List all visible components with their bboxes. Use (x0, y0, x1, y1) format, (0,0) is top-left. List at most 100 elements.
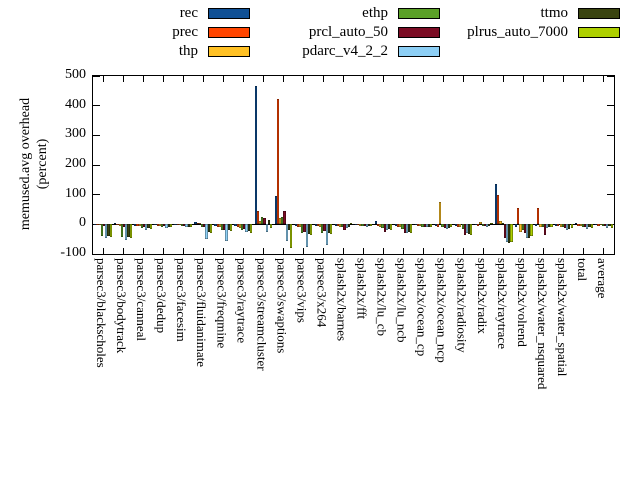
x-tick-top (222, 76, 224, 82)
x-category-label: parsec3/bodytrack (114, 258, 130, 354)
bar-prcl_auto_50 (103, 224, 106, 227)
bar-ttmo (107, 224, 110, 237)
legend-swatch-prcl_auto_50 (398, 27, 440, 38)
bar-prec (537, 208, 540, 225)
x-category-label: parsec3/dedup (154, 258, 170, 334)
x-tick-top (383, 76, 385, 82)
x-category-label: splash2x/raytrace (494, 258, 510, 349)
bar-prcl_auto_50 (323, 224, 326, 231)
chart-legend: rec prec thp ethp prcl_auto_50 pdarc_v4_2_2 tt… (0, 4, 640, 66)
bar-plrus_auto_7000 (289, 224, 293, 249)
bar-prec (457, 224, 460, 227)
bar-ethp (561, 224, 564, 228)
bar-prcl_auto_50 (563, 224, 567, 228)
bar-ttmo (508, 224, 511, 243)
bar-pdarc_v4_2_2 (105, 224, 108, 238)
bar-rec (94, 224, 97, 226)
bar-rec (234, 224, 237, 226)
x-tick-bottom (423, 248, 425, 254)
x-category-label: splash2x/water_spatial (554, 258, 570, 377)
bar-rec (434, 224, 438, 226)
legend-entry: prec (40, 23, 250, 42)
bar-thp (599, 224, 602, 226)
bar-pdarc_v4_2_2 (165, 224, 168, 229)
x-tick-bottom (282, 248, 284, 254)
legend-swatch-ttmo (578, 8, 620, 19)
bar-rec (274, 196, 277, 225)
bar-pdarc_v4_2_2 (546, 224, 549, 228)
bar-thp (559, 224, 562, 227)
bar-prec (577, 224, 580, 226)
bar-ethp (341, 224, 344, 228)
x-tick-top (483, 76, 485, 82)
bar-prec (196, 222, 199, 225)
bar-prec (437, 224, 440, 227)
y-tick-right (607, 75, 614, 77)
bar-ttmo (367, 224, 371, 226)
x-tick-top (363, 76, 365, 82)
bar-thp (499, 221, 502, 225)
bar-thp (419, 224, 422, 227)
bar-thp (399, 224, 402, 228)
bar-rec (474, 224, 478, 226)
x-tick-top (162, 76, 164, 82)
x-tick-top (322, 76, 324, 82)
x-tick-bottom (483, 248, 485, 254)
bar-prec (557, 224, 560, 227)
bar-prec (236, 224, 239, 228)
bar-rec (354, 224, 357, 226)
bar-ttmo (267, 219, 270, 225)
bar-ttmo (608, 224, 611, 227)
bar-thp (198, 222, 201, 225)
bar-rec (414, 224, 418, 226)
bar-ethp (261, 216, 264, 225)
bar-prcl_auto_50 (503, 224, 506, 238)
bar-thp (158, 224, 161, 226)
x-category-label: parsec3/x264 (314, 258, 330, 328)
x-tick-bottom (222, 248, 224, 254)
bar-plrus_auto_7000 (310, 224, 313, 235)
bar-prec (96, 224, 99, 226)
bar-prec (597, 224, 600, 226)
bar-ethp (421, 224, 424, 227)
x-tick-bottom (242, 248, 244, 254)
bar-thp (459, 224, 462, 228)
legend-label: rec (179, 5, 198, 21)
legend-label: prcl_auto_50 (308, 24, 388, 40)
bar-thp (98, 224, 101, 226)
bar-ethp (401, 224, 404, 229)
legend-entry: pdarc_v4_2_2 (230, 42, 440, 61)
bar-thp (238, 224, 242, 228)
y-tick-left (93, 253, 100, 255)
bar-pdarc_v4_2_2 (505, 224, 509, 243)
x-tick-bottom (122, 248, 124, 254)
x-tick-top (603, 76, 605, 82)
x-tick-bottom (503, 248, 505, 254)
bar-ttmo (407, 224, 411, 232)
x-tick-top (463, 76, 465, 82)
bar-ethp (321, 224, 324, 233)
bar-plrus_auto_7000 (390, 224, 393, 230)
bar-thp (439, 202, 442, 225)
x-category-label: parsec3/blackscholes (94, 258, 110, 368)
legend-swatch-plrus_auto_7000 (578, 27, 620, 38)
bar-pdarc_v4_2_2 (285, 224, 288, 241)
x-tick-top (543, 76, 545, 82)
bar-ethp (601, 224, 604, 227)
x-category-label: total (574, 258, 590, 282)
bar-rec (515, 224, 518, 228)
bar-ethp (461, 224, 464, 229)
bar-prec (296, 224, 299, 227)
bar-plrus_auto_7000 (410, 224, 413, 233)
bar-prcl_auto_50 (243, 224, 246, 229)
bar-ttmo (187, 224, 190, 227)
bar-plrus_auto_7000 (149, 224, 152, 229)
bar-prec (356, 224, 360, 226)
bar-plrus_auto_7000 (590, 224, 593, 228)
x-category-label: splash2x/water_nsquared (534, 258, 550, 390)
bar-thp (539, 224, 542, 227)
bar-prec (497, 194, 500, 225)
legend-column: ethp prcl_auto_50 pdarc_v4_2_2 (230, 4, 440, 61)
bar-pdarc_v4_2_2 (145, 224, 148, 230)
bar-prcl_auto_50 (223, 224, 226, 231)
